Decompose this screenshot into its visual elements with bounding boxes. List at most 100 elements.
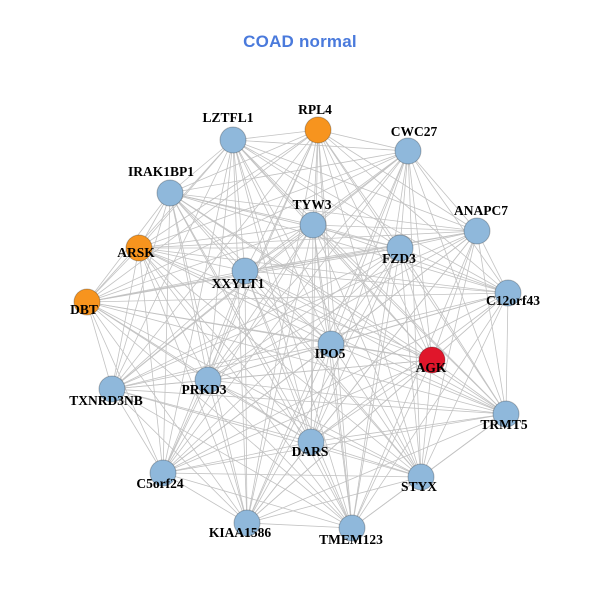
edge [111,379,209,390]
node-TYW3 [299,211,327,239]
edge [86,270,246,303]
edge [207,150,409,381]
edge [207,224,314,381]
edge [111,388,164,474]
node-XXYLT1 [231,257,259,285]
edge [169,129,319,194]
edge [169,192,353,529]
node-IPO5 [317,330,345,358]
node-label-AGK: AGK [416,360,447,375]
node-label-PRKD3: PRKD3 [182,382,227,397]
edge [312,224,433,361]
edge [330,343,353,529]
edge [244,247,401,272]
edge [111,388,422,478]
edge [420,230,478,478]
edge [244,270,507,415]
edge [399,247,509,294]
edge [317,129,433,361]
edge [312,224,401,249]
edge [138,247,353,529]
node-LZTFL1 [219,126,247,154]
edge [330,343,422,478]
edge [162,139,234,474]
edge [246,359,433,524]
edge [232,139,312,443]
edge [317,129,509,294]
edge [138,224,314,249]
edge [207,379,422,478]
edge [169,192,509,294]
edge [169,139,234,194]
edge [310,292,509,443]
node-ARSK [125,234,153,262]
node-CWC27 [394,137,422,165]
edge [138,247,246,272]
node-AGK [418,346,446,374]
edge [310,359,433,443]
node-KIAA1586 [233,509,261,537]
edge [162,129,319,474]
node-label-FZD3: FZD3 [382,251,416,266]
edge [111,388,312,443]
edge [312,129,319,226]
node-DBT [73,288,101,316]
edge [138,230,478,249]
edge [207,129,319,381]
node-label-LZTFL1: LZTFL1 [202,110,253,125]
edge [207,379,507,415]
node-TXNRD3NB [98,375,126,403]
edge [244,150,409,272]
edge [244,129,319,272]
edge [246,522,353,529]
edge [399,247,433,361]
node-label-IRAK1BP1: IRAK1BP1 [128,164,194,179]
edge [476,230,507,415]
edge [111,224,314,390]
edge [244,270,433,361]
edge [351,359,433,529]
node-label-DBT: DBT [70,302,98,317]
edge [330,343,507,415]
edge [111,388,248,524]
edge [111,247,401,390]
edge [312,224,478,232]
edge [86,301,353,529]
edge [207,379,312,443]
edge [162,413,507,474]
edge [111,230,478,390]
edge [317,129,353,529]
edge [244,270,353,529]
edge [330,343,433,361]
edge [169,192,401,249]
edge [330,150,409,345]
edge [86,301,422,478]
edge [86,301,113,390]
edge [431,230,478,361]
node-label-RPL4: RPL4 [298,102,332,117]
node-label-CWC27: CWC27 [391,124,438,139]
edge [162,359,433,474]
edge [86,150,409,303]
edge [420,292,509,478]
edge [232,139,409,152]
edge [351,230,478,529]
node-label-TYW3: TYW3 [292,197,331,212]
edge [407,150,422,478]
edge [399,247,507,415]
edge [169,150,409,194]
node-TRMT5 [492,400,520,428]
edge [111,388,507,415]
edge [312,224,509,294]
edge [207,379,248,524]
node-label-STYX: STYX [401,479,437,494]
node-label-C12orf43: C12orf43 [486,293,540,308]
edge [407,150,509,294]
edge [86,301,507,415]
edge [351,150,409,529]
edge [310,441,353,529]
edge [317,129,332,345]
edge [399,230,478,249]
node-label-XXYLT1: XXYLT1 [212,276,265,291]
